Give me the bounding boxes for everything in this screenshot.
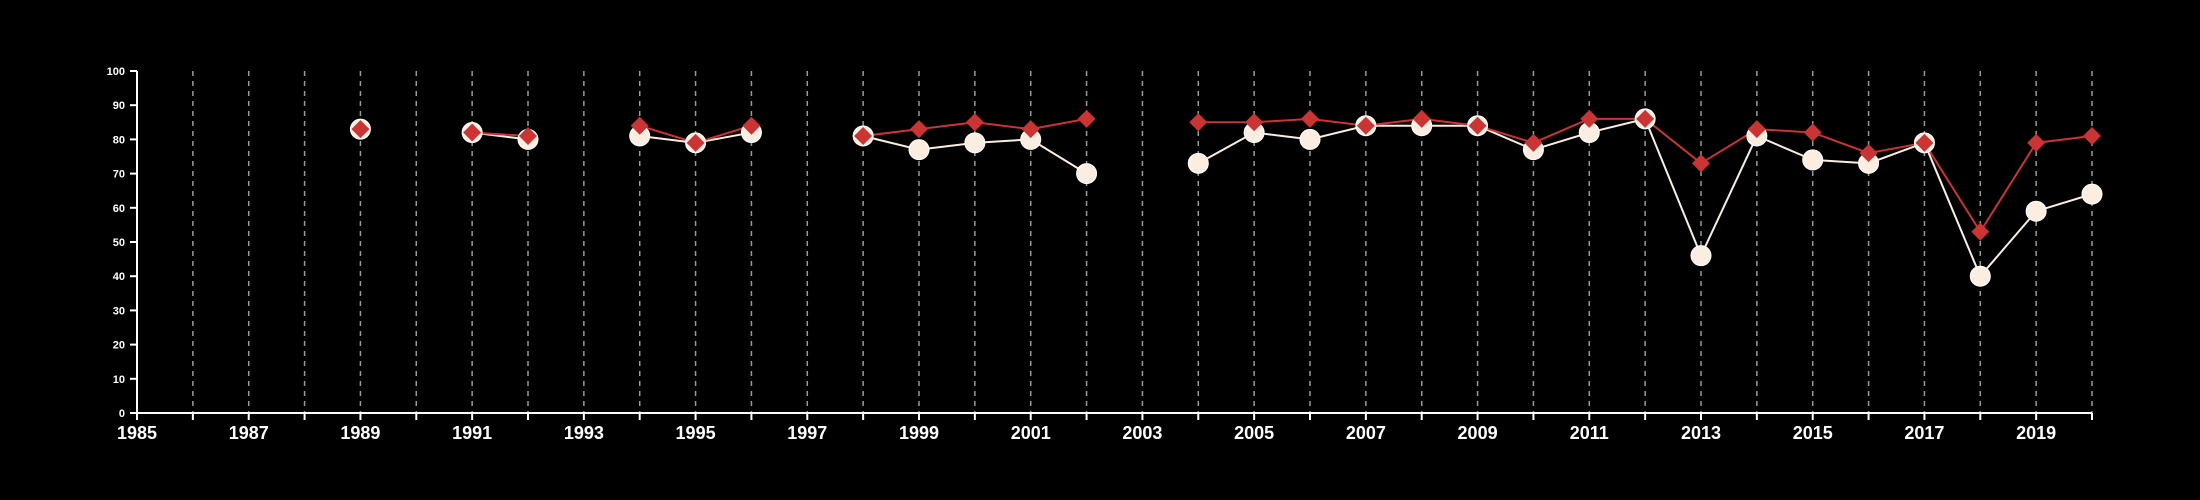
series-a-point xyxy=(964,132,986,154)
series-a-point xyxy=(1690,245,1712,267)
series-a-point xyxy=(1802,149,1824,171)
series-b-point xyxy=(351,120,370,139)
axis-layer: 0 10 20 30 40 50 60 70 80 90 100 1985 1987 1989 1991 19… xyxy=(107,66,2093,443)
x-tick-label: 2009 xyxy=(1458,423,1498,443)
series-b-point xyxy=(1580,109,1599,128)
series-b-point xyxy=(2027,133,2046,152)
series-b-point xyxy=(686,133,705,152)
series-a-point xyxy=(1187,152,1209,174)
series-b-point xyxy=(1021,120,1040,139)
series-b-point xyxy=(1412,109,1431,128)
series-b-point xyxy=(1356,116,1375,135)
series-b-point xyxy=(742,116,761,135)
series-b-point xyxy=(910,120,928,139)
x-tick-label: 2011 xyxy=(1570,423,1609,443)
series-a-point xyxy=(2025,200,2047,222)
series-b-point xyxy=(2083,126,2101,145)
y-tick-label: 10 xyxy=(113,374,125,386)
x-tick-label: 1997 xyxy=(787,423,827,443)
y-tick-label: 50 xyxy=(113,237,125,249)
x-tick-label: 2013 xyxy=(1681,423,1721,443)
x-tick-label: 2007 xyxy=(1346,423,1386,443)
series-b-point xyxy=(1636,109,1655,128)
y-tick-label: 80 xyxy=(113,134,125,146)
series-b-point xyxy=(965,113,984,132)
y-tick-label: 40 xyxy=(113,271,125,283)
series-a-point xyxy=(1076,163,1098,185)
series-b-point xyxy=(1692,154,1710,173)
series-b-point xyxy=(1524,133,1543,152)
x-tick-label: 2001 xyxy=(1011,423,1051,443)
series-b-point xyxy=(1859,144,1878,163)
x-tick-label: 2005 xyxy=(1234,423,1274,443)
x-tick-label: 1993 xyxy=(564,423,604,443)
x-tick-label: 1991 xyxy=(452,423,492,443)
grid-layer xyxy=(192,71,2093,413)
series-b-point xyxy=(1971,222,1990,241)
x-tick-label: 1995 xyxy=(676,423,716,443)
x-tick-label: 1999 xyxy=(899,423,939,443)
y-tick-label: 30 xyxy=(113,305,125,317)
y-tick-label: 0 xyxy=(119,408,125,420)
series-b-point xyxy=(1915,133,1934,152)
series-b-point xyxy=(1301,109,1319,128)
x-tick-label: 2015 xyxy=(1793,423,1833,443)
y-tick-label: 100 xyxy=(107,66,125,78)
series-b-point xyxy=(1468,116,1487,135)
series-b-point xyxy=(1077,109,1096,128)
y-tick-label: 70 xyxy=(113,169,125,181)
series-a-point xyxy=(1299,128,1321,150)
series-b-point xyxy=(1803,123,1822,142)
series-b-point xyxy=(630,116,649,135)
x-tick-label: 1987 xyxy=(229,423,269,443)
x-tick-label: 2019 xyxy=(2016,423,2056,443)
y-tick-label: 60 xyxy=(113,203,125,215)
series-b-point xyxy=(1189,113,1208,132)
series-b-point xyxy=(1245,113,1264,132)
x-tick-label: 1989 xyxy=(340,423,380,443)
series-a-point xyxy=(1969,265,1991,287)
y-tick-label: 20 xyxy=(113,340,125,352)
x-tick-label: 2003 xyxy=(1122,423,1162,443)
series-b-point xyxy=(519,126,537,145)
series-b-point xyxy=(463,123,482,142)
series-layer xyxy=(349,108,2103,287)
x-tick-label: 2017 xyxy=(1904,423,1944,443)
y-tick-label: 90 xyxy=(113,100,125,112)
series-a-point xyxy=(2081,183,2103,205)
x-tick-label: 1985 xyxy=(117,423,157,443)
series-b-point xyxy=(854,126,873,145)
series-a-point xyxy=(908,139,930,161)
series-b-point xyxy=(1747,120,1766,139)
